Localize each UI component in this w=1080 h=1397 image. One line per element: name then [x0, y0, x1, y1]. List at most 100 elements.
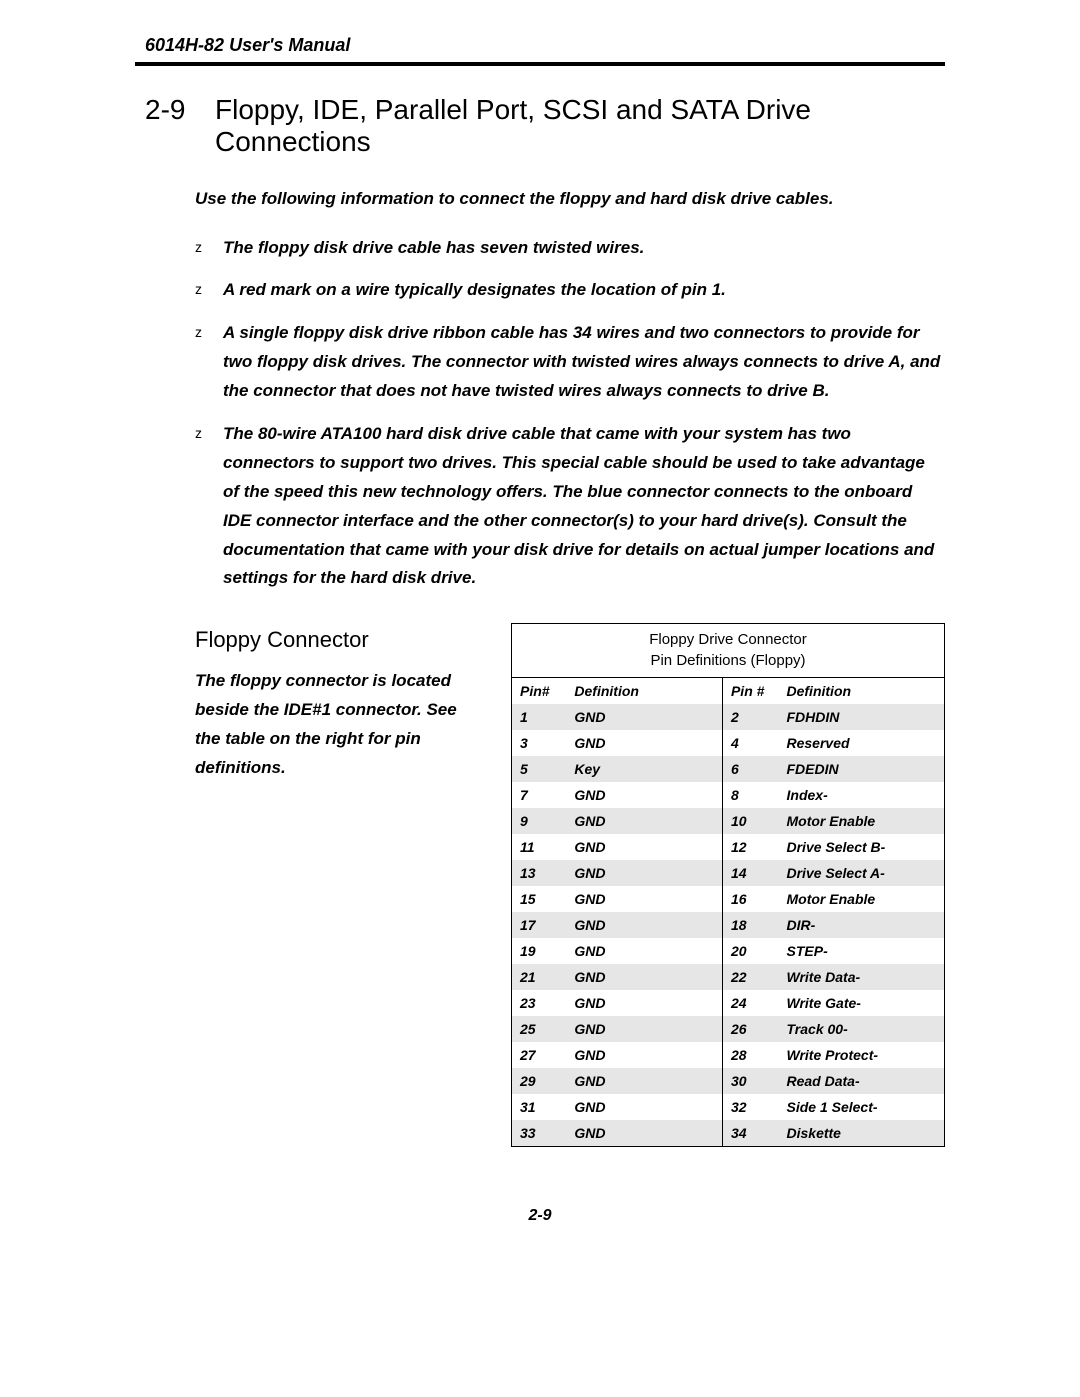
cell-def-right: Index- [779, 782, 945, 808]
cell-def-right: Drive Select A- [779, 860, 945, 886]
floppy-description: The floppy connector is located beside t… [195, 667, 475, 783]
caption-line-1: Floppy Drive Connector [649, 631, 807, 648]
cell-pin-right: 2 [722, 704, 778, 730]
cell-def-right: Diskette [779, 1120, 945, 1147]
cell-pin-left: 17 [512, 912, 567, 938]
cell-pin-left: 5 [512, 756, 567, 782]
table-row: 23GND24Write Gate- [512, 990, 945, 1016]
cell-def-right: Side 1 Select- [779, 1094, 945, 1120]
cell-pin-right: 18 [722, 912, 778, 938]
col-header-left-def: Definition [566, 677, 722, 704]
cell-pin-left: 31 [512, 1094, 567, 1120]
cell-pin-left: 29 [512, 1068, 567, 1094]
cell-def-left: GND [566, 1120, 722, 1147]
cell-def-left: GND [566, 1016, 722, 1042]
cell-pin-right: 16 [722, 886, 778, 912]
cell-def-right: Write Gate- [779, 990, 945, 1016]
cell-pin-left: 7 [512, 782, 567, 808]
bullet-list: The floppy disk drive cable has seven tw… [135, 234, 945, 594]
cell-pin-left: 1 [512, 704, 567, 730]
section-number: 2-9 [145, 94, 215, 158]
section-heading-text: Floppy, IDE, Parallel Port, SCSI and SAT… [215, 94, 945, 158]
table-row: 5Key6FDEDIN [512, 756, 945, 782]
cell-def-left: Key [566, 756, 722, 782]
cell-def-left: GND [566, 730, 722, 756]
bullet-item: A single floppy disk drive ribbon cable … [195, 319, 945, 406]
cell-pin-right: 6 [722, 756, 778, 782]
cell-def-right: Write Protect- [779, 1042, 945, 1068]
cell-pin-right: 8 [722, 782, 778, 808]
cell-def-left: GND [566, 808, 722, 834]
cell-def-right: Motor Enable [779, 886, 945, 912]
floppy-table-wrap: Floppy Drive Connector Pin Definitions (… [511, 623, 945, 1147]
cell-pin-right: 32 [722, 1094, 778, 1120]
cell-def-left: GND [566, 1042, 722, 1068]
table-row: 19GND20STEP- [512, 938, 945, 964]
cell-pin-left: 23 [512, 990, 567, 1016]
cell-def-right: Reserved [779, 730, 945, 756]
caption-line-2: Pin Definitions (Floppy) [650, 652, 805, 669]
cell-pin-right: 10 [722, 808, 778, 834]
cell-def-left: GND [566, 834, 722, 860]
cell-def-left: GND [566, 938, 722, 964]
cell-pin-right: 34 [722, 1120, 778, 1147]
cell-def-right: Write Data- [779, 964, 945, 990]
cell-pin-right: 4 [722, 730, 778, 756]
table-row: 1GND2FDHDIN [512, 704, 945, 730]
cell-pin-left: 9 [512, 808, 567, 834]
cell-def-left: GND [566, 704, 722, 730]
table-row: 7GND8Index- [512, 782, 945, 808]
table-column-header-row: Pin# Definition Pin # Definition [512, 677, 945, 704]
cell-pin-left: 3 [512, 730, 567, 756]
table-row: 25GND26Track 00- [512, 1016, 945, 1042]
cell-pin-right: 12 [722, 834, 778, 860]
cell-pin-left: 11 [512, 834, 567, 860]
table-row: 33GND34Diskette [512, 1120, 945, 1147]
cell-def-right: STEP- [779, 938, 945, 964]
floppy-text-column: Floppy Connector The floppy connector is… [195, 623, 475, 1147]
header-model: 6014H-82 [145, 35, 224, 55]
cell-def-left: GND [566, 782, 722, 808]
cell-def-left: GND [566, 912, 722, 938]
cell-def-right: Read Data- [779, 1068, 945, 1094]
running-header: 6014H-82 User's Manual [135, 35, 945, 66]
cell-pin-right: 28 [722, 1042, 778, 1068]
cell-def-right: Drive Select B- [779, 834, 945, 860]
table-caption: Floppy Drive Connector Pin Definitions (… [512, 624, 945, 678]
cell-def-right: Motor Enable [779, 808, 945, 834]
table-row: 13GND14Drive Select A- [512, 860, 945, 886]
bullet-item: A red mark on a wire typically designate… [195, 276, 945, 305]
cell-def-left: GND [566, 1068, 722, 1094]
pin-definition-table: Floppy Drive Connector Pin Definitions (… [511, 623, 945, 1147]
page-number: 2-9 [135, 1207, 945, 1225]
section-title: 2-9 Floppy, IDE, Parallel Port, SCSI and… [135, 94, 945, 158]
cell-def-left: GND [566, 860, 722, 886]
cell-pin-right: 22 [722, 964, 778, 990]
cell-def-right: DIR- [779, 912, 945, 938]
table-row: 15GND16Motor Enable [512, 886, 945, 912]
cell-pin-left: 33 [512, 1120, 567, 1147]
bullet-item: The 80-wire ATA100 hard disk drive cable… [195, 420, 945, 593]
intro-paragraph: Use the following information to connect… [135, 186, 945, 212]
cell-pin-left: 25 [512, 1016, 567, 1042]
cell-def-right: FDEDIN [779, 756, 945, 782]
header-title: User's Manual [224, 35, 350, 55]
table-row: 11GND12Drive Select B- [512, 834, 945, 860]
cell-pin-left: 13 [512, 860, 567, 886]
table-row: 9GND10Motor Enable [512, 808, 945, 834]
table-row: 21GND22Write Data- [512, 964, 945, 990]
table-row: 17GND18DIR- [512, 912, 945, 938]
cell-pin-left: 15 [512, 886, 567, 912]
col-header-left-pin: Pin# [512, 677, 567, 704]
table-row: 3GND4Reserved [512, 730, 945, 756]
cell-def-left: GND [566, 886, 722, 912]
bullet-item: The floppy disk drive cable has seven tw… [195, 234, 945, 263]
table-body: 1GND2FDHDIN3GND4Reserved5Key6FDEDIN7GND8… [512, 704, 945, 1147]
table-row: 27GND28Write Protect- [512, 1042, 945, 1068]
cell-def-right: FDHDIN [779, 704, 945, 730]
cell-pin-right: 14 [722, 860, 778, 886]
cell-pin-right: 26 [722, 1016, 778, 1042]
col-header-right-pin: Pin # [722, 677, 778, 704]
cell-pin-left: 27 [512, 1042, 567, 1068]
col-header-right-def: Definition [779, 677, 945, 704]
